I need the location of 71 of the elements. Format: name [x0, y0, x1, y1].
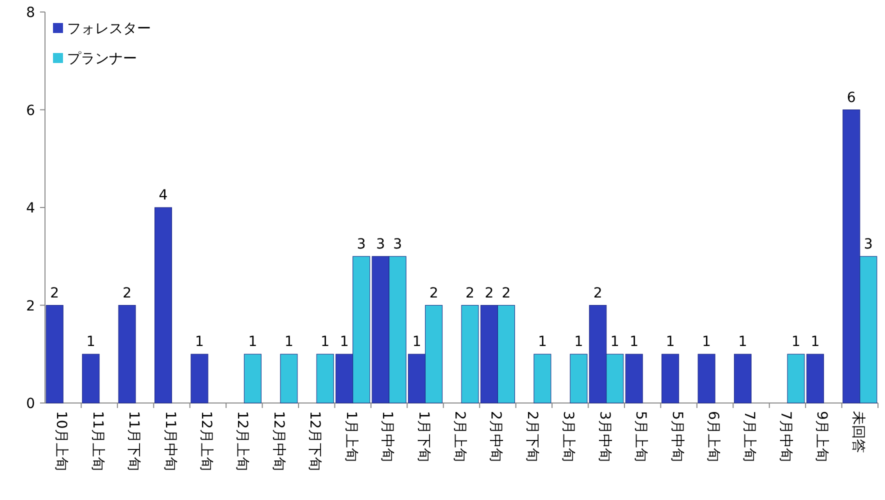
data-label: 1 — [284, 334, 294, 350]
x-tick-label: 5月上旬 — [632, 411, 649, 462]
data-label: 1 — [610, 334, 620, 350]
bar — [534, 354, 552, 404]
data-label: 1 — [538, 334, 547, 350]
x-tick-label: 10月上旬 — [53, 411, 70, 471]
data-label: 1 — [195, 334, 204, 350]
data-label: 1 — [86, 334, 96, 350]
data-label: 3 — [393, 236, 402, 252]
x-tick-label: 11月下旬 — [126, 411, 142, 471]
data-label: 1 — [320, 334, 330, 350]
data-label: 1 — [574, 334, 584, 350]
x-tick-label: 3月中旬 — [596, 411, 612, 462]
data-label: 2 — [466, 285, 474, 302]
bar — [625, 354, 643, 404]
data-label: 3 — [376, 236, 386, 252]
x-tick-label: 5月中旬 — [668, 411, 685, 462]
data-label: 3 — [356, 236, 366, 252]
x-tick-label: 1月中旬 — [379, 411, 396, 462]
x-tick-label: 2月中旬 — [488, 411, 504, 462]
data-label: 1 — [666, 334, 675, 350]
y-tick-label: 6 — [26, 102, 36, 119]
x-tick-label: 3月上旬 — [560, 411, 576, 462]
x-tick-label: 12月下旬 — [306, 411, 323, 471]
x-tick-label: 2月下旬 — [524, 411, 540, 462]
data-label: 4 — [158, 188, 168, 204]
bar — [154, 207, 172, 404]
x-tick-label: 12月上旬 — [234, 411, 250, 471]
bar — [244, 354, 262, 404]
data-label: 1 — [248, 334, 258, 350]
data-label: 1 — [630, 334, 639, 350]
data-label: 2 — [50, 285, 60, 302]
data-label: 1 — [702, 334, 711, 350]
bar — [46, 305, 64, 404]
data-label: 2 — [484, 285, 494, 302]
bar — [82, 354, 100, 404]
data-label: 1 — [810, 334, 820, 350]
y-tick-label: 4 — [26, 200, 36, 216]
x-tick-label: 7月上旬 — [741, 411, 758, 462]
x-tick-label: 11月中旬 — [162, 411, 178, 471]
data-label: 2 — [502, 285, 511, 302]
y-tick-label: 8 — [26, 5, 35, 21]
data-label: 3 — [864, 236, 873, 252]
bar — [118, 305, 136, 404]
data-label: 6 — [846, 90, 856, 106]
legend-label: フォレスター — [67, 21, 151, 37]
x-tick-label: 2月上旬 — [452, 411, 468, 462]
data-label: 2 — [593, 285, 602, 302]
x-tick-label: 12月上旬 — [198, 411, 214, 471]
bar — [280, 354, 298, 404]
data-label: 1 — [738, 334, 748, 350]
x-tick-label: 未回答 — [850, 411, 866, 453]
x-tick-label: 6月上旬 — [705, 411, 722, 462]
x-tick-label: 11月上旬 — [89, 411, 106, 471]
bar — [662, 354, 680, 404]
data-label: 2 — [122, 285, 132, 302]
x-tick-label: 1月下旬 — [415, 411, 432, 462]
bar — [734, 354, 752, 404]
x-tick-label: 1月上旬 — [342, 411, 359, 462]
y-tick-label: 2 — [26, 298, 35, 314]
y-tick-label: 0 — [26, 396, 35, 412]
bar — [698, 354, 716, 404]
data-label: 1 — [791, 334, 800, 350]
legend-label: プランナー — [67, 51, 137, 67]
x-tick-label: 7月中旬 — [777, 411, 794, 462]
x-tick-label: 9月上旬 — [814, 411, 830, 462]
data-label: 1 — [412, 334, 422, 350]
x-tick-label: 12月中旬 — [270, 411, 286, 471]
data-label: 2 — [429, 285, 438, 302]
data-label: 1 — [340, 334, 349, 350]
bar — [190, 354, 208, 404]
